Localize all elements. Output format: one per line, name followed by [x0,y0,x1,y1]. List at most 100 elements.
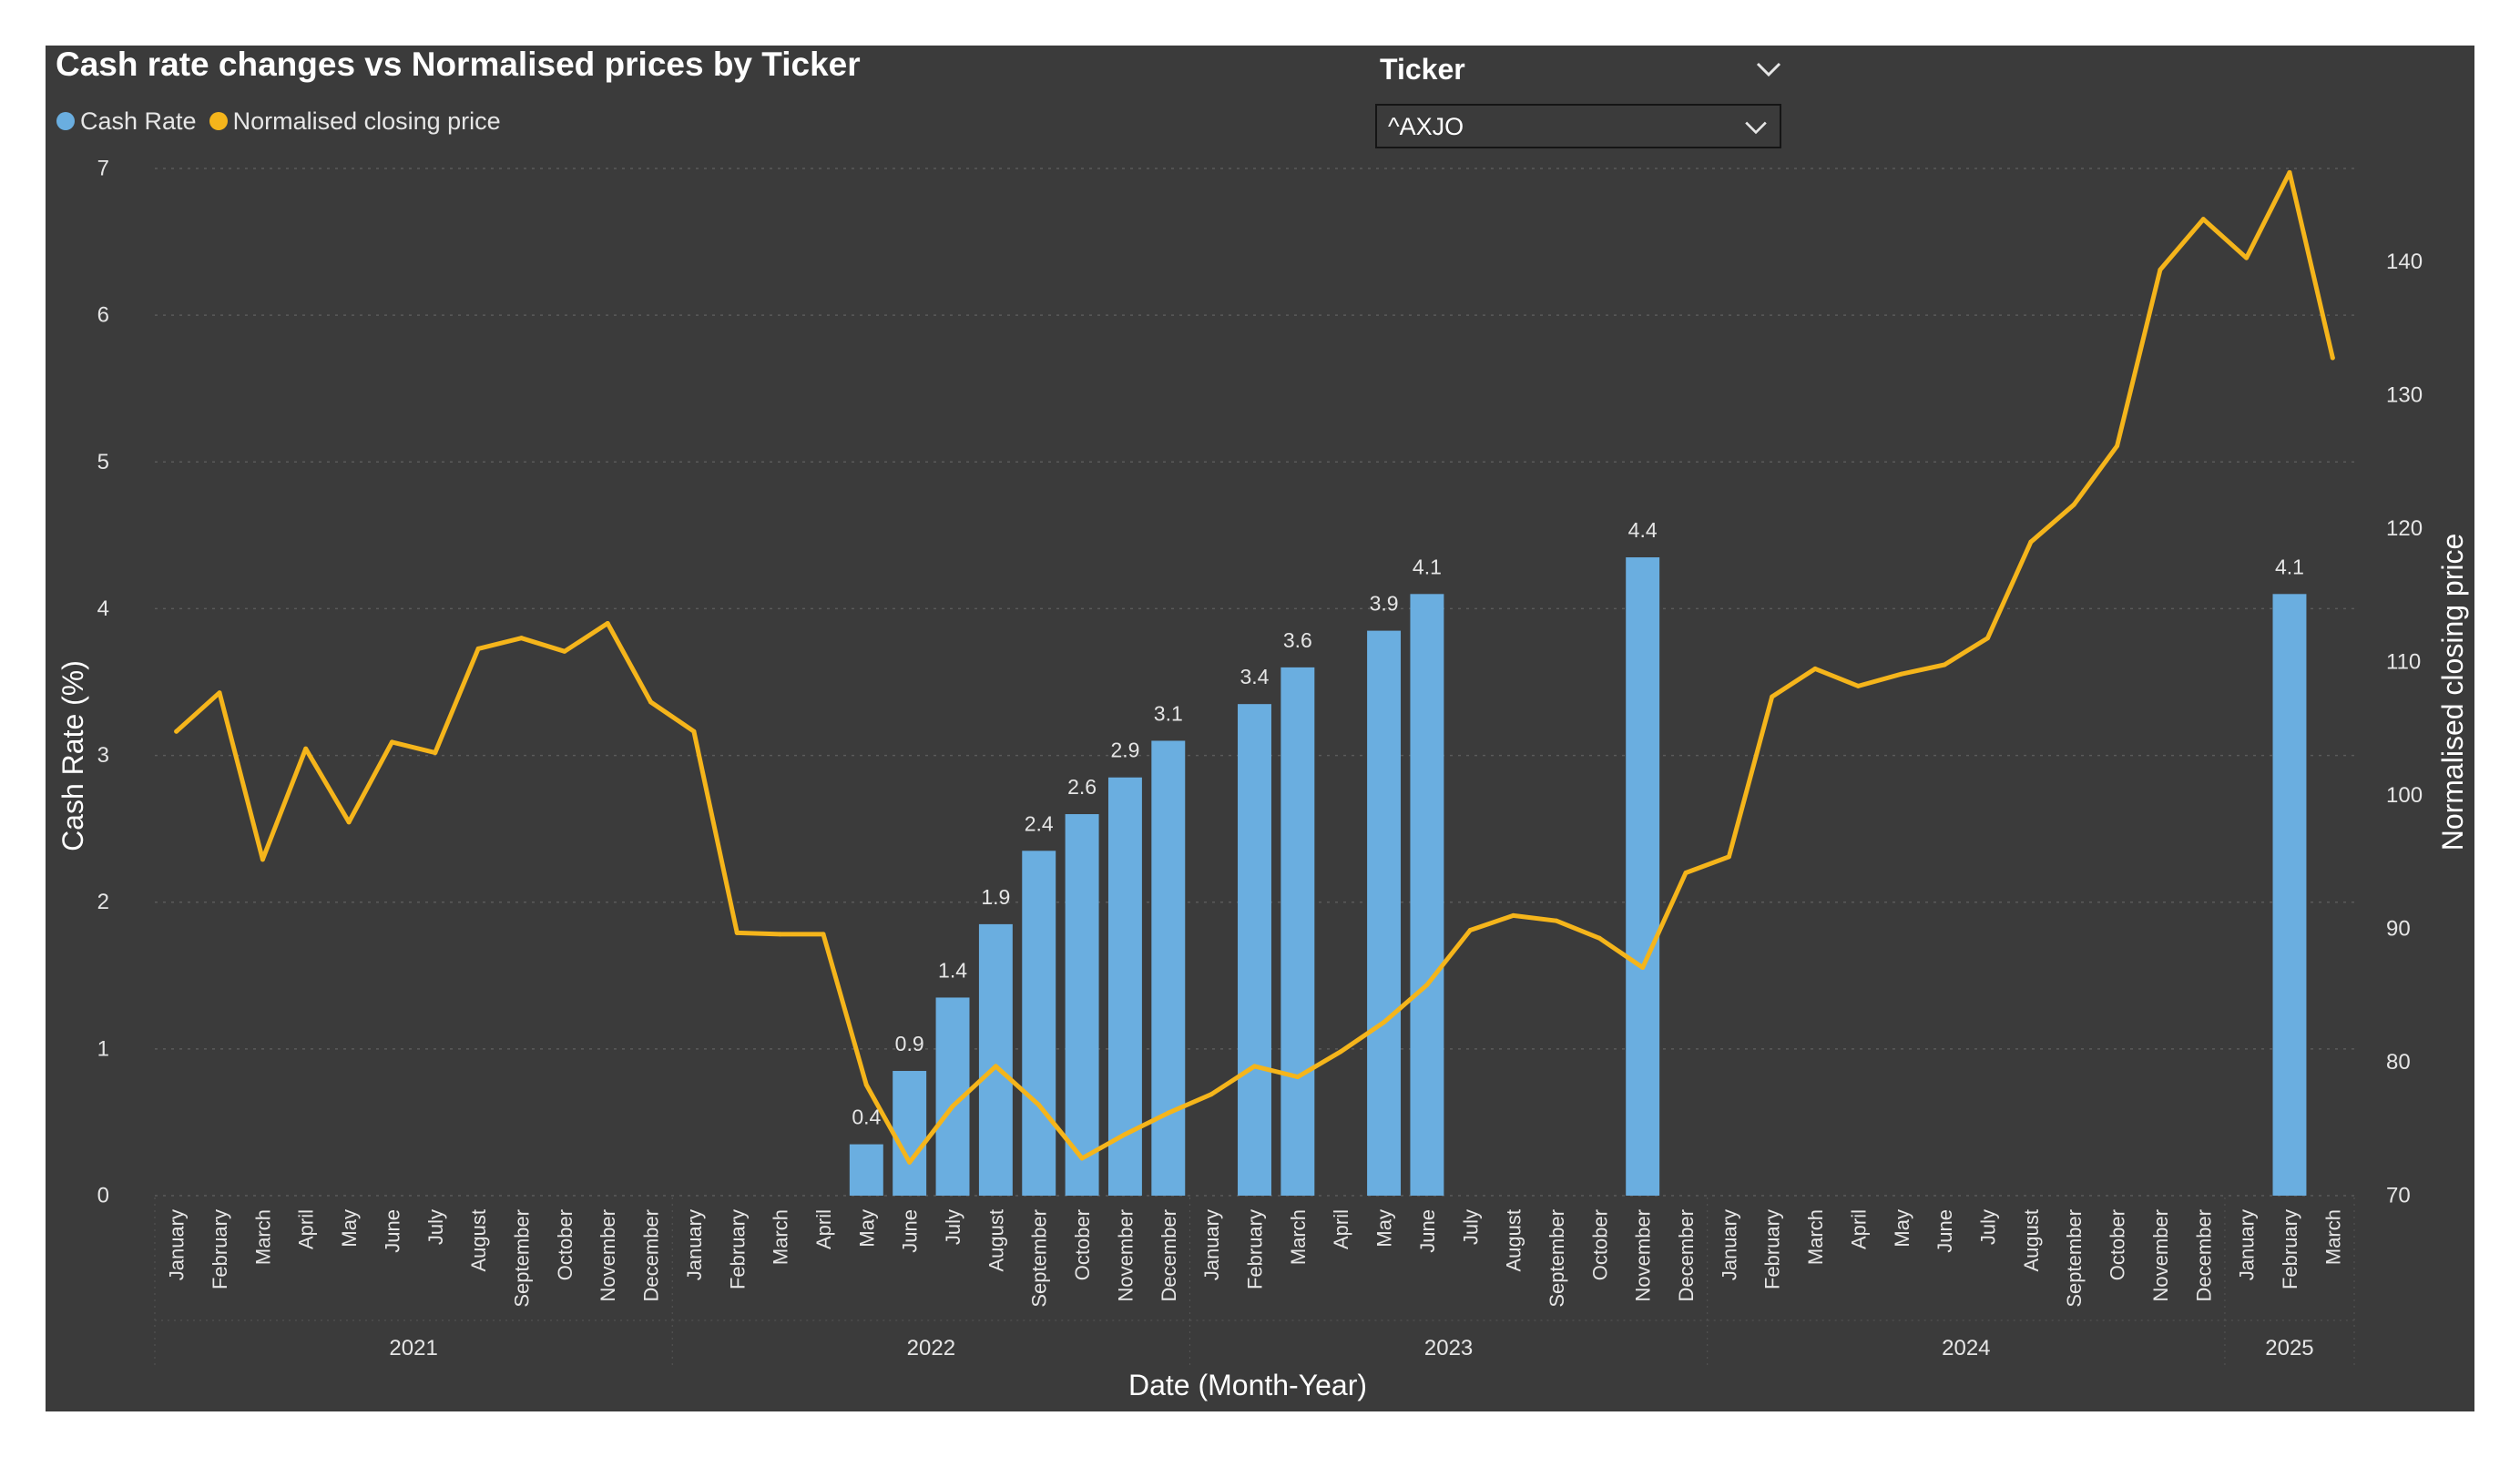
bar-data-label: 1.9 [981,885,1010,909]
bar [1410,594,1444,1196]
legend-label-normalised: Normalised closing price [232,107,501,135]
x-tick-label-month: May [1891,1209,1913,1248]
x-tick-label-month: June [1416,1209,1439,1253]
line-point [217,690,222,696]
bar-data-label: 4.1 [2275,555,2304,578]
line-point [1770,694,1775,699]
y-tick-label: 2 [97,890,109,914]
bar [849,1144,883,1196]
line-point [174,728,179,734]
slicer-title: Ticker [1380,53,1465,86]
chart-title: Cash rate changes vs Normalised prices b… [56,46,861,83]
x-tick-label-month: January [166,1209,189,1280]
bar-data-label: 3.1 [1154,701,1183,725]
x-tick-label-month: February [209,1209,231,1289]
line-point [648,699,654,705]
x-tick-label-month: July [942,1209,964,1245]
line-point [821,932,826,937]
chart-panel: 0.4 0.9 1.4 1.9 2.4 2.6 2.9 3.1 3.4 3.6 3.9 4.1 4.4 4… [46,46,2474,1411]
line-point [1036,1102,1042,1107]
x-tick-label-month: September [2063,1209,2086,1308]
x-tick-label-month: February [1244,1209,1267,1289]
bar [1238,704,1271,1196]
x-tick-label-month: October [554,1209,576,1280]
line-point [1855,683,1861,688]
bar-data-label: 0.4 [852,1105,881,1129]
line-point [907,1159,913,1165]
line-point [2244,255,2250,260]
line-point [1467,927,1473,932]
combo-chart: 0.4 0.9 1.4 1.9 2.4 2.6 2.9 3.1 3.4 3.6 3.9 4.1 4.4 4… [56,157,2469,1402]
bar [1151,740,1186,1196]
y2-tick-label: 100 [2386,783,2423,808]
x-axis-title: Date (Month-Year) [1128,1369,1367,1401]
x-tick-label-month: December [640,1209,663,1301]
line-point [734,930,740,935]
x-tick-label-month: May [338,1209,361,1248]
x-tick-label-month: November [1632,1209,1655,1301]
x-tick-label-month: April [295,1209,318,1249]
line-point [1338,1049,1343,1055]
y-axis-title: Cash Rate (%) [56,660,89,851]
legend-marker-normalised [209,112,228,130]
x-tick-label-month: November [597,1209,619,1301]
line-point [1209,1092,1214,1097]
line-point [1985,636,1990,641]
y-tick-label: 0 [97,1184,109,1208]
bar [2272,594,2307,1196]
x-tick-label-month: June [381,1209,403,1253]
legend: Cash Rate Normalised closing price [56,106,514,137]
y2-tick-label: 130 [2386,383,2423,408]
x-tick-label-month: September [511,1209,534,1308]
x-tick-label-month: November [2149,1209,2172,1301]
line-point [1382,1020,1387,1025]
y2-tick-label: 80 [2386,1050,2411,1075]
line-point [1597,935,1602,941]
line-point [2330,355,2335,361]
y2-axis-title: Normalised closing price [2436,534,2469,851]
y-tick-label: 7 [97,157,109,181]
line-point [2158,267,2163,272]
ticker-dropdown[interactable]: ^AXJO [1375,104,1781,148]
x-tick-label-month: September [1546,1209,1568,1308]
y2-tick-label: 140 [2386,250,2423,274]
x-tick-label-month: April [1330,1209,1352,1249]
x-tick-label-month: May [1373,1209,1396,1248]
chevron-down-icon[interactable] [1750,51,1787,87]
x-tick-label-year: 2022 [907,1336,955,1360]
x-tick-label-month: October [1588,1209,1611,1280]
chevron-down-icon[interactable] [1740,111,1772,144]
bar-data-label: 1.4 [938,958,967,982]
legend-item-cash-rate[interactable]: Cash Rate [56,107,197,136]
line-point [1554,918,1559,923]
bar [1280,667,1315,1196]
line-point [303,746,309,751]
bar-data-label: 2.9 [1110,739,1139,762]
x-tick-label-month: February [1761,1209,1784,1289]
line-point [2071,502,2076,507]
bar-data-label: 0.9 [895,1032,924,1055]
ticker-dropdown-value: ^AXJO [1388,113,1464,140]
y2-tick-label: 110 [2386,650,2421,675]
line-point [1424,983,1430,988]
x-tick-label-month: June [1933,1209,1956,1253]
x-tick-label-month: January [2236,1209,2259,1280]
x-tick-label-month: October [1071,1209,1094,1280]
bar [978,923,1013,1196]
line-point [778,932,783,937]
bar-data-label: 3.9 [1370,592,1399,616]
x-tick-label-year: 2021 [389,1336,437,1360]
line-point [260,857,265,862]
x-tick-label-month: January [1718,1209,1740,1280]
x-tick-label-year: 2025 [2265,1336,2313,1360]
bar-data-label: 4.4 [1628,518,1658,542]
x-tick-label-month: June [899,1209,922,1253]
x-tick-label-month: October [2107,1209,2129,1280]
line-point [2028,539,2034,545]
line-point [1252,1064,1257,1069]
legend-item-normalised[interactable]: Normalised closing price [209,107,501,136]
line-point [993,1064,998,1069]
bar-data-label: 3.6 [1283,628,1312,652]
line-point [2115,443,2120,449]
line-point [605,621,610,627]
